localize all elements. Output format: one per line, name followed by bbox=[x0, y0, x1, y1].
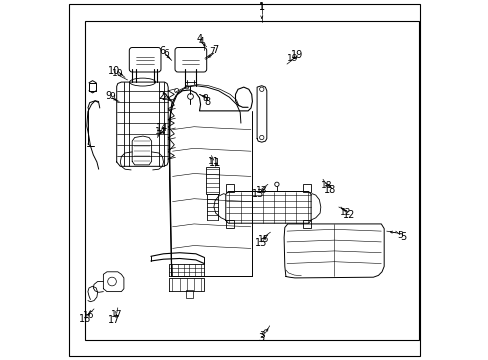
Text: 13: 13 bbox=[251, 189, 264, 199]
Text: 5: 5 bbox=[396, 231, 402, 240]
Text: 19: 19 bbox=[290, 50, 302, 60]
Text: 19: 19 bbox=[287, 54, 298, 63]
Text: 8: 8 bbox=[204, 96, 210, 107]
Text: 12: 12 bbox=[340, 208, 351, 217]
Text: 17: 17 bbox=[111, 310, 122, 319]
Text: 12: 12 bbox=[343, 210, 355, 220]
Circle shape bbox=[185, 85, 188, 89]
Text: 14: 14 bbox=[155, 127, 166, 136]
Text: 1: 1 bbox=[258, 2, 264, 12]
Text: 7: 7 bbox=[211, 45, 218, 55]
Text: 13: 13 bbox=[256, 186, 267, 195]
Text: 4: 4 bbox=[198, 37, 203, 46]
Text: 8: 8 bbox=[202, 94, 207, 103]
Text: 15: 15 bbox=[254, 238, 266, 248]
Text: 15: 15 bbox=[257, 235, 268, 244]
Bar bbox=[302, 220, 310, 228]
Text: 6: 6 bbox=[159, 46, 165, 56]
Circle shape bbox=[187, 94, 193, 99]
Text: 11: 11 bbox=[208, 158, 221, 168]
Text: 9: 9 bbox=[109, 93, 115, 102]
Bar bbox=[205, 167, 219, 194]
Text: 17: 17 bbox=[108, 315, 120, 325]
Text: 2: 2 bbox=[162, 93, 167, 102]
Text: 3: 3 bbox=[258, 331, 264, 340]
Circle shape bbox=[174, 89, 179, 93]
Text: 2: 2 bbox=[158, 91, 164, 102]
Bar bbox=[225, 220, 233, 228]
Circle shape bbox=[107, 277, 116, 286]
Text: 6: 6 bbox=[163, 49, 168, 58]
Text: 18: 18 bbox=[324, 185, 336, 195]
Text: 9: 9 bbox=[105, 91, 111, 102]
Text: 1: 1 bbox=[258, 3, 264, 12]
Text: 16: 16 bbox=[79, 314, 91, 324]
Text: 3: 3 bbox=[258, 333, 264, 343]
Circle shape bbox=[274, 182, 279, 186]
Circle shape bbox=[259, 135, 264, 140]
Text: 7: 7 bbox=[209, 48, 215, 57]
Bar bbox=[302, 184, 310, 192]
Text: 14: 14 bbox=[156, 123, 168, 133]
Bar bbox=[85, 21, 419, 340]
FancyBboxPatch shape bbox=[129, 48, 161, 72]
Text: 18: 18 bbox=[320, 181, 332, 190]
Bar bbox=[225, 184, 233, 192]
Text: 10: 10 bbox=[108, 66, 120, 76]
Text: 11: 11 bbox=[208, 157, 219, 166]
Text: 16: 16 bbox=[83, 311, 95, 320]
FancyBboxPatch shape bbox=[175, 48, 206, 72]
Text: 10: 10 bbox=[112, 69, 123, 78]
Text: 4: 4 bbox=[196, 34, 202, 44]
Bar bbox=[186, 290, 193, 298]
Circle shape bbox=[259, 87, 264, 91]
Text: 5: 5 bbox=[400, 232, 406, 242]
